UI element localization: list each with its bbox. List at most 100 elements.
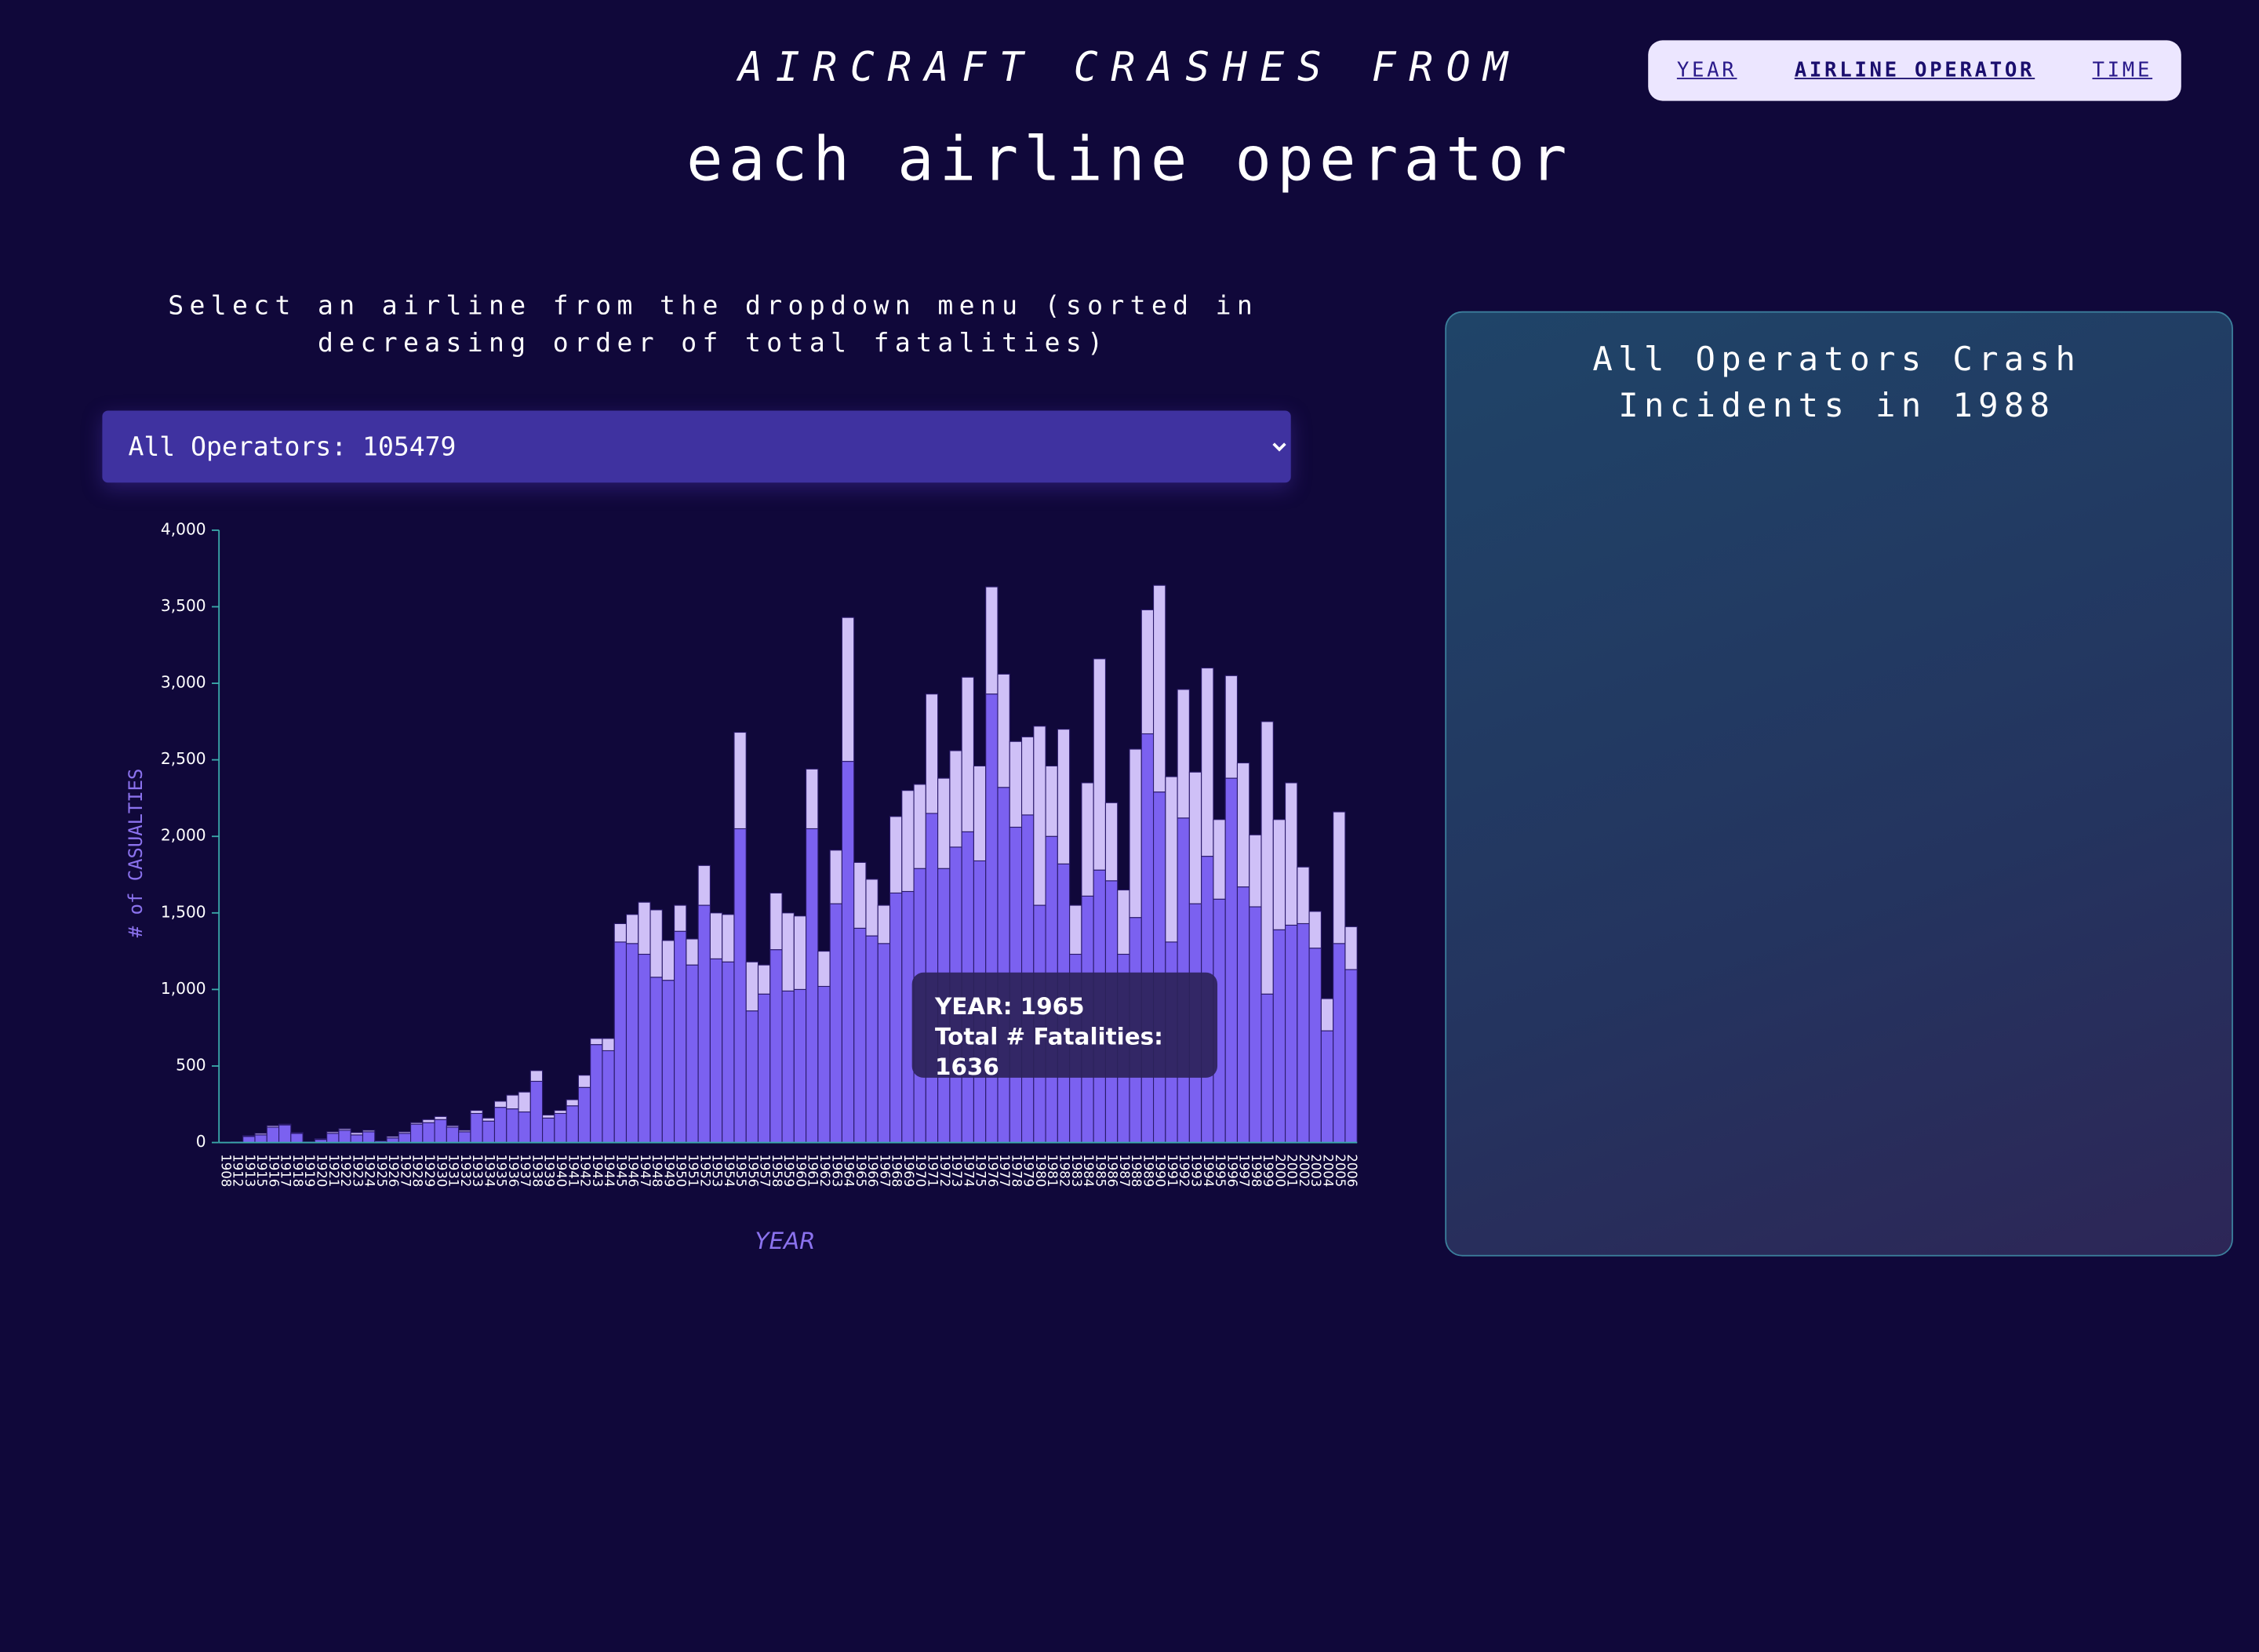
- x-tick-label: 1936: [506, 1154, 521, 1187]
- bar-segment: [757, 993, 771, 1144]
- x-tick-label: 1963: [829, 1154, 844, 1187]
- x-tick-label: 1941: [566, 1154, 580, 1187]
- bar-segment: [506, 1094, 519, 1110]
- bar-segment: [1224, 675, 1239, 779]
- bar-segment: [961, 676, 974, 832]
- bar-segment: [278, 1124, 292, 1144]
- x-tick-label: 1972: [937, 1154, 952, 1187]
- bar-segment: [674, 904, 687, 932]
- x-tick-label: 1944: [602, 1154, 617, 1187]
- bar-segment: [470, 1109, 483, 1115]
- x-tick-label: 1976: [985, 1154, 1000, 1187]
- bar-segment: [806, 828, 819, 1144]
- bar-segment: [554, 1112, 567, 1144]
- bar-segment: [470, 1112, 483, 1144]
- bar-segment: [769, 949, 783, 1144]
- y-tick-label: 2,500: [161, 749, 206, 768]
- bar-segment: [242, 1135, 256, 1137]
- bar-segment: [566, 1099, 579, 1107]
- bar-segment: [1224, 777, 1239, 1144]
- bar-segment: [865, 935, 878, 1144]
- x-tick-label: 1912: [231, 1154, 246, 1187]
- bar-segment: [1272, 929, 1286, 1144]
- bar-segment: [566, 1105, 579, 1144]
- nav-link[interactable]: TIME: [2092, 59, 2153, 82]
- y-tick-label: 3,000: [161, 673, 206, 692]
- x-tick-label: 1988: [1129, 1154, 1144, 1187]
- bar-segment: [722, 961, 735, 1144]
- bar-segment: [590, 1038, 603, 1046]
- bar-segment: [446, 1125, 460, 1128]
- bar-segment: [625, 914, 639, 944]
- x-tick-label: 2001: [1285, 1154, 1300, 1187]
- bar-segment: [542, 1117, 555, 1144]
- x-tick-label: 1987: [1117, 1154, 1132, 1187]
- x-tick-label: 1993: [1189, 1154, 1204, 1187]
- x-tick-label: 1943: [590, 1154, 605, 1187]
- x-tick-label: 1997: [1237, 1154, 1252, 1187]
- bar-segment: [1213, 819, 1226, 900]
- bar-segment: [949, 750, 962, 848]
- x-tick-label: 1953: [710, 1154, 725, 1187]
- x-tick-label: 1933: [470, 1154, 485, 1187]
- nav-link[interactable]: YEAR: [1676, 59, 1737, 82]
- bar-segment: [781, 990, 795, 1144]
- bar-segment: [1129, 748, 1142, 919]
- bar-segment: [458, 1131, 471, 1144]
- bar-segment: [554, 1109, 567, 1115]
- bar-segment: [806, 768, 819, 830]
- bar-segment: [493, 1101, 507, 1108]
- x-tick-label: 1985: [1093, 1154, 1108, 1187]
- bar-segment: [674, 930, 687, 1144]
- x-tick-label: 1956: [745, 1154, 760, 1187]
- x-tick-label: 1969: [901, 1154, 916, 1187]
- bar-segment: [1249, 906, 1262, 1144]
- bar-segment: [242, 1136, 256, 1144]
- page-subtitle: each airline operator: [686, 123, 1573, 195]
- bar-segment: [577, 1086, 591, 1144]
- bar-segment: [1320, 998, 1334, 1032]
- bar-segment: [613, 941, 628, 1144]
- bar-segment: [1285, 924, 1298, 1144]
- bar-segment: [254, 1134, 267, 1144]
- y-tick-label: 2,000: [161, 826, 206, 845]
- bar-segment: [649, 909, 663, 978]
- x-tick-label: 1971: [925, 1154, 940, 1187]
- x-tick-label: 1962: [817, 1154, 832, 1187]
- x-tick-label: 1918: [290, 1154, 305, 1187]
- y-tick-label: 1,000: [161, 979, 206, 998]
- x-tick-label: 1959: [781, 1154, 796, 1187]
- bar-segment: [1308, 948, 1322, 1144]
- x-tick-label: 1949: [661, 1154, 676, 1187]
- bar-segment: [518, 1111, 531, 1144]
- bar-segment: [853, 927, 867, 1144]
- x-tick-label: 1915: [254, 1154, 269, 1187]
- bar-segment: [889, 892, 903, 1144]
- bar-segment: [1308, 911, 1322, 949]
- x-tick-label: 1920: [315, 1154, 329, 1187]
- nav-bar: YEAR AIRLINE OPERATOR TIME: [1648, 40, 2181, 101]
- y-tick-label: 500: [176, 1055, 206, 1074]
- x-tick-label: 1983: [1069, 1154, 1084, 1187]
- bar-segment: [781, 912, 795, 992]
- x-tick-label: 1958: [769, 1154, 784, 1187]
- bar-segment: [482, 1117, 496, 1122]
- x-tick-label: 1935: [494, 1154, 509, 1187]
- bar-segment: [434, 1115, 447, 1120]
- bar-segment: [709, 912, 723, 959]
- x-tick-label: 1954: [722, 1154, 737, 1187]
- x-tick-label: 1930: [434, 1154, 449, 1187]
- bar-segment: [613, 922, 628, 943]
- bar-segment: [529, 1080, 544, 1144]
- bar-segment: [1140, 609, 1155, 735]
- airline-dropdown[interactable]: All Operators: 105479: [102, 410, 1291, 483]
- x-tick-label: 1922: [338, 1154, 353, 1187]
- nav-link[interactable]: AIRLINE OPERATOR: [1794, 59, 2035, 82]
- bar-segment: [410, 1123, 424, 1144]
- x-tick-label: 2006: [1344, 1154, 1359, 1187]
- x-tick-label: 1968: [889, 1154, 904, 1187]
- x-tick-label: 1986: [1105, 1154, 1120, 1187]
- bar-segment: [506, 1108, 519, 1144]
- x-tick-label: 1991: [1165, 1154, 1180, 1187]
